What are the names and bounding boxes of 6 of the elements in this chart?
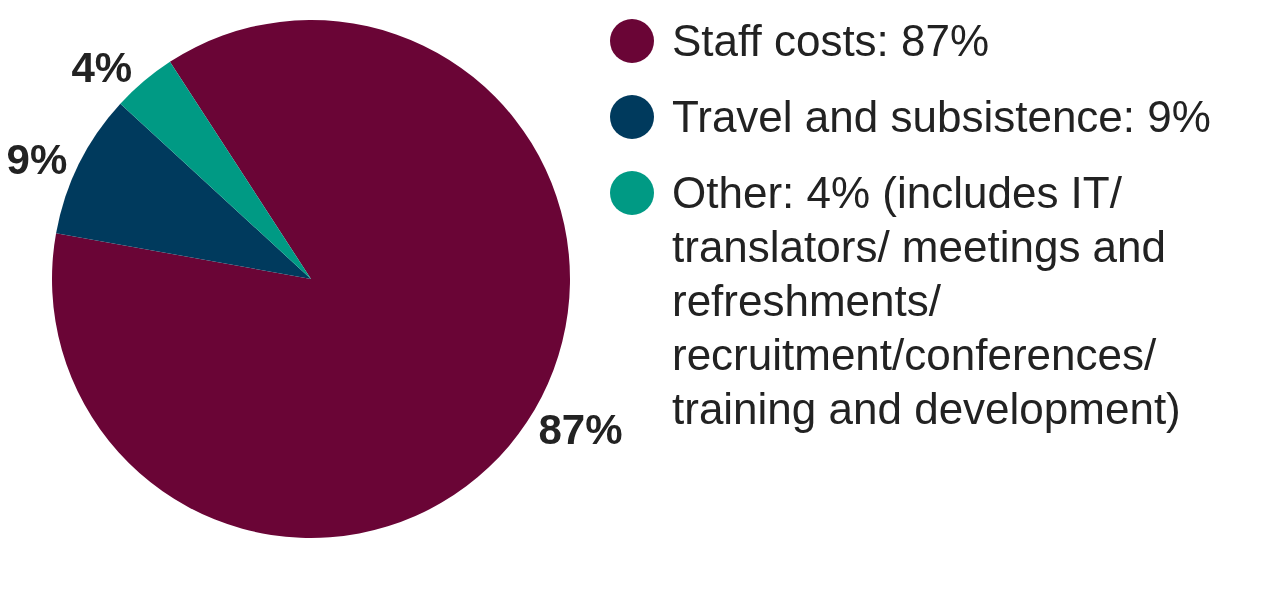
legend-label: Travel and subsistence: 9%	[672, 91, 1211, 143]
legend-label: Other: 4% (includes IT/ translators/ meetings and refreshments/ recruitment/conferences/ training and development)	[672, 167, 1182, 435]
data-label: 87%	[538, 406, 623, 454]
legend-label: Staff costs: 87%	[672, 15, 990, 67]
data-label: 9%	[6, 135, 68, 183]
data-label: 4%	[71, 43, 133, 91]
